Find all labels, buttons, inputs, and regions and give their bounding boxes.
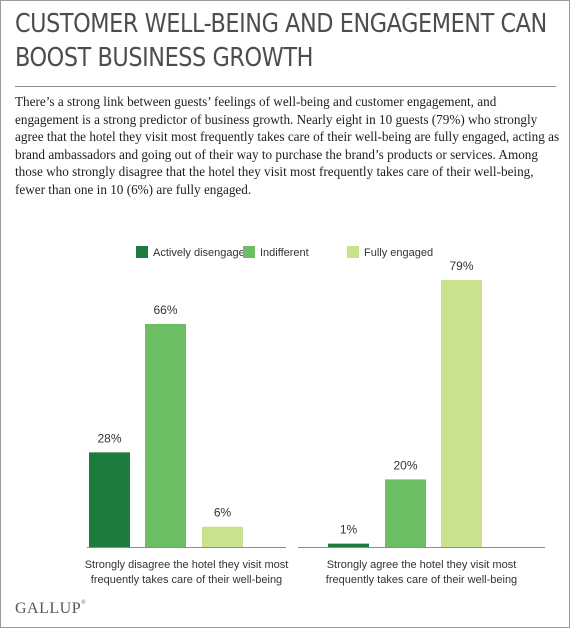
bar-group1-series2 <box>145 323 186 547</box>
title-line-2: BOOST BUSINESS GROWTH <box>15 43 313 73</box>
bar-group1-series1 <box>89 452 130 547</box>
legend-label-2: Indifferent <box>260 247 309 259</box>
page-title: CUSTOMER WELL-BEING AND ENGAGEMENT CAN B… <box>15 7 547 75</box>
value-label-group2-series1: 1% <box>340 523 358 537</box>
bar-group2-series3 <box>441 280 482 547</box>
legend-swatch-3 <box>347 246 359 258</box>
legend-swatch-1 <box>136 246 148 258</box>
legend-label-3: Fully engaged <box>364 247 433 259</box>
bar-group1-series3 <box>202 526 243 547</box>
legend-label-1: Actively disengaged <box>153 247 251 259</box>
value-label-group1-series1: 28% <box>97 431 121 445</box>
value-label-group1-series3: 6% <box>214 506 232 520</box>
value-label-group1-series2: 66% <box>153 303 177 317</box>
title-divider <box>15 86 556 87</box>
gallup-logo: GALLUP® <box>15 600 86 618</box>
chart-legend: Actively disengaged Indifferent Fully enga… <box>136 246 433 259</box>
title-line-1: CUSTOMER WELL-BEING AND ENGAGEMENT CAN <box>15 9 547 39</box>
legend-swatch-2 <box>243 246 255 258</box>
category-label-group1-line1: Strongly disagree the hotel they visit m… <box>85 559 289 571</box>
category-label-group2-line1: Strongly agree the hotel they visit most <box>327 559 517 571</box>
logo-wordmark: GALLUP <box>15 600 82 617</box>
bar-group2-series2 <box>385 479 426 547</box>
intro-paragraph: There’s a strong link between guests’ fe… <box>15 94 560 197</box>
bar-group2-series1 <box>328 543 369 547</box>
value-label-group2-series2: 20% <box>393 458 417 472</box>
category-label-group2-line2: frequently takes care of their well-bein… <box>326 574 517 586</box>
chart-bars: 28% 66% 6% 1% 20% 79% <box>89 259 482 547</box>
chart-axes: Strongly disagree the hotel they visit m… <box>85 547 545 586</box>
category-label-group1-line2: frequently takes care of their well-bein… <box>91 574 282 586</box>
registered-mark: ® <box>81 600 87 606</box>
value-label-group2-series3: 79% <box>449 259 473 273</box>
